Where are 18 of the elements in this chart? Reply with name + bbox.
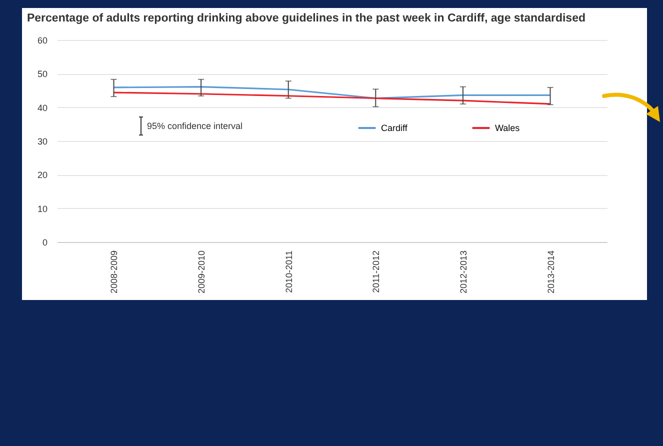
x-tick-label: 2011-2012: [371, 250, 382, 293]
legend-label: Cardiff: [381, 123, 408, 133]
y-tick-label: 50: [37, 69, 48, 80]
annotation: 95% confidence interval: [147, 121, 243, 131]
x-tick-label: 2012-2013: [458, 250, 468, 294]
y-tick-label: 10: [37, 204, 48, 214]
legend-label: Wales: [495, 123, 520, 133]
y-tick-label: 30: [37, 136, 48, 146]
y-tick-label: 20: [37, 170, 48, 180]
x-tick-label: 2008-2009: [109, 250, 120, 294]
y-tick-label: 0: [42, 238, 48, 248]
y-tick-label: 60: [37, 36, 48, 46]
x-tick-label: 2013-2014: [546, 250, 556, 294]
line-series: [112, 86, 552, 100]
chart-title: Percentage of adults reporting drinking above guidelines in the past week in Cardiff, age standardised: [26, 12, 586, 24]
x-tick-label: 2009-2010: [196, 250, 207, 294]
x-tick-label: 2010-2011: [284, 250, 294, 293]
y-tick-label: 40: [37, 102, 48, 113]
